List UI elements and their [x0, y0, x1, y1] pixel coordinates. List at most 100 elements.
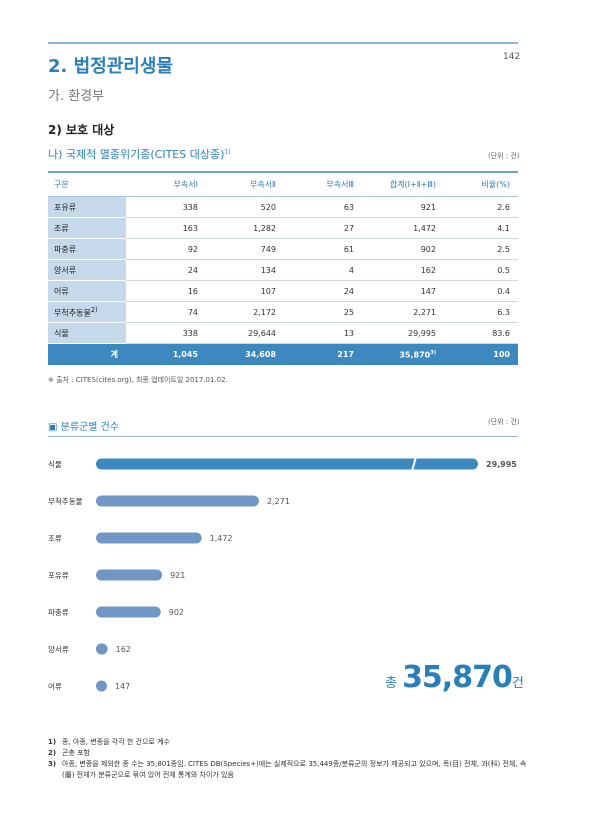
- row-label: 어류: [48, 280, 126, 302]
- table-cell: 2.5: [444, 238, 518, 260]
- table-cell: 29,644: [206, 322, 284, 344]
- row-label: 조류: [48, 217, 126, 239]
- category-label: 무척추동물: [48, 497, 83, 506]
- table-cell: 24: [126, 259, 206, 281]
- table-cell: 338: [126, 322, 206, 344]
- category-label: 양서류: [48, 645, 69, 654]
- table-cell: 921: [362, 196, 444, 218]
- column-header: 합계(Ⅰ+Ⅱ+Ⅲ): [362, 171, 444, 197]
- column-header: 구분: [48, 171, 126, 197]
- total-cell: 34,608: [206, 343, 284, 365]
- chart-title-rule: [48, 436, 518, 437]
- table-cell: 1,472: [362, 217, 444, 239]
- chart-unit: (단위 : 건): [488, 418, 520, 426]
- table-cell: 6.3: [444, 301, 518, 323]
- table-cell: 147: [362, 280, 444, 302]
- total-label: 계: [48, 343, 126, 365]
- page-number: 142: [503, 52, 521, 62]
- value-label: 921: [170, 571, 185, 580]
- cites-table: 구분 부속서Ⅰ 부속서Ⅱ 부속서Ⅲ 합계(Ⅰ+Ⅱ+Ⅲ) 비율(%) 포유류 338…: [48, 171, 518, 365]
- axis-break-mark: [411, 456, 417, 472]
- bar: [96, 495, 259, 507]
- table-row: 조류 163 1,282 27 1,472 4.1: [48, 217, 518, 239]
- table-total-row: 계 1,045 34,608 217 35,8703) 100: [48, 343, 518, 365]
- column-header: 비율(%): [444, 171, 518, 197]
- chart-title: ▣ 분류군별 건수: [48, 422, 120, 433]
- table-cell: 134: [206, 259, 284, 281]
- table-cell: 162: [362, 259, 444, 281]
- category-label: 식물: [48, 460, 62, 469]
- table-cell: 163: [126, 217, 206, 239]
- table-cell: 0.5: [444, 259, 518, 281]
- table-cell: 2,271: [362, 301, 444, 323]
- table-row: 양서류 24 134 4 162 0.5: [48, 259, 518, 281]
- value-label: 902: [169, 608, 184, 617]
- table-cell: 74: [126, 301, 206, 323]
- table-cell: 24: [284, 280, 362, 302]
- table-cell: 61: [284, 238, 362, 260]
- value-label: 162: [116, 645, 131, 654]
- source-note: ※ 출처 : CITES(cites.org), 최종 업데이트일 2017.0…: [48, 376, 228, 384]
- bar: [96, 643, 108, 655]
- table-row: 무척추동물2) 74 2,172 25 2,271 6.3: [48, 301, 518, 323]
- table-cell: 29,995: [362, 322, 444, 344]
- table-row: 포유류 338 520 63 921 2.6: [48, 196, 518, 218]
- value-label: 29,995: [486, 460, 517, 469]
- footnote: 3) 아종, 변종을 제외한 종 수는 35,801종임. CITES DB(Sp…: [48, 760, 527, 779]
- total-cell: 217: [284, 343, 362, 365]
- value-label: 147: [115, 682, 130, 691]
- total-value: 35,870: [402, 660, 513, 695]
- header-rule: [48, 42, 518, 44]
- total-suffix: 건: [511, 676, 524, 691]
- protection-heading: 2) 보호 대상: [48, 123, 115, 137]
- table-cell: 2,172: [206, 301, 284, 323]
- total-prefix: 총: [385, 676, 397, 691]
- bar: [96, 680, 107, 692]
- total-cell: 1,045: [126, 343, 206, 365]
- row-label: 식물: [48, 322, 126, 344]
- table-cell: 16: [126, 280, 206, 302]
- row-label: 양서류: [48, 259, 126, 281]
- row-label: 파충류: [48, 238, 126, 260]
- table-cell: 83.6: [444, 322, 518, 344]
- table-row: 파충류 92 749 61 902 2.5: [48, 238, 518, 260]
- table-cell: 4: [284, 259, 362, 281]
- footnote: 2) 곤충 포함: [48, 749, 90, 757]
- column-header: 부속서Ⅲ: [284, 171, 362, 197]
- table-cell: 2.6: [444, 196, 518, 218]
- section-title: 2. 법정관리생물: [48, 56, 173, 77]
- category-label: 포유류: [48, 571, 69, 580]
- row-label: 포유류: [48, 196, 126, 218]
- table-cell: 63: [284, 196, 362, 218]
- bar: [96, 569, 163, 581]
- footnote: 1) 종, 아종, 변종을 각각 한 건으로 계수: [48, 738, 170, 746]
- category-label: 파충류: [48, 608, 69, 617]
- column-header: 부속서Ⅱ: [206, 171, 284, 197]
- table-row: 식물 338 29,644 13 29,995 83.6: [48, 322, 518, 344]
- table-cell: 902: [362, 238, 444, 260]
- category-label: 조류: [48, 534, 62, 543]
- bar: [96, 458, 478, 470]
- table-unit: (단위 : 건): [488, 152, 520, 160]
- value-label: 1,472: [210, 534, 233, 543]
- table-cell: 13: [284, 322, 362, 344]
- bar: [96, 606, 161, 618]
- value-label: 2,271: [267, 497, 290, 506]
- table-cell: 1,282: [206, 217, 284, 239]
- table-cell: 25: [284, 301, 362, 323]
- table-cell: 0.4: [444, 280, 518, 302]
- category-label: 어류: [48, 681, 62, 691]
- total-cell: 100: [444, 343, 518, 365]
- table-cell: 749: [206, 238, 284, 260]
- total-cell: 35,8703): [362, 343, 444, 365]
- subsection-title: 가. 환경부: [48, 89, 105, 104]
- table-cell: 338: [126, 196, 206, 218]
- table-cell: 4.1: [444, 217, 518, 239]
- table-cell: 107: [206, 280, 284, 302]
- row-label: 무척추동물2): [48, 301, 126, 323]
- bar: [96, 532, 202, 544]
- column-header: 부속서Ⅰ: [126, 171, 206, 197]
- table-row: 어류 16 107 24 147 0.4: [48, 280, 518, 302]
- table-cell: 27: [284, 217, 362, 239]
